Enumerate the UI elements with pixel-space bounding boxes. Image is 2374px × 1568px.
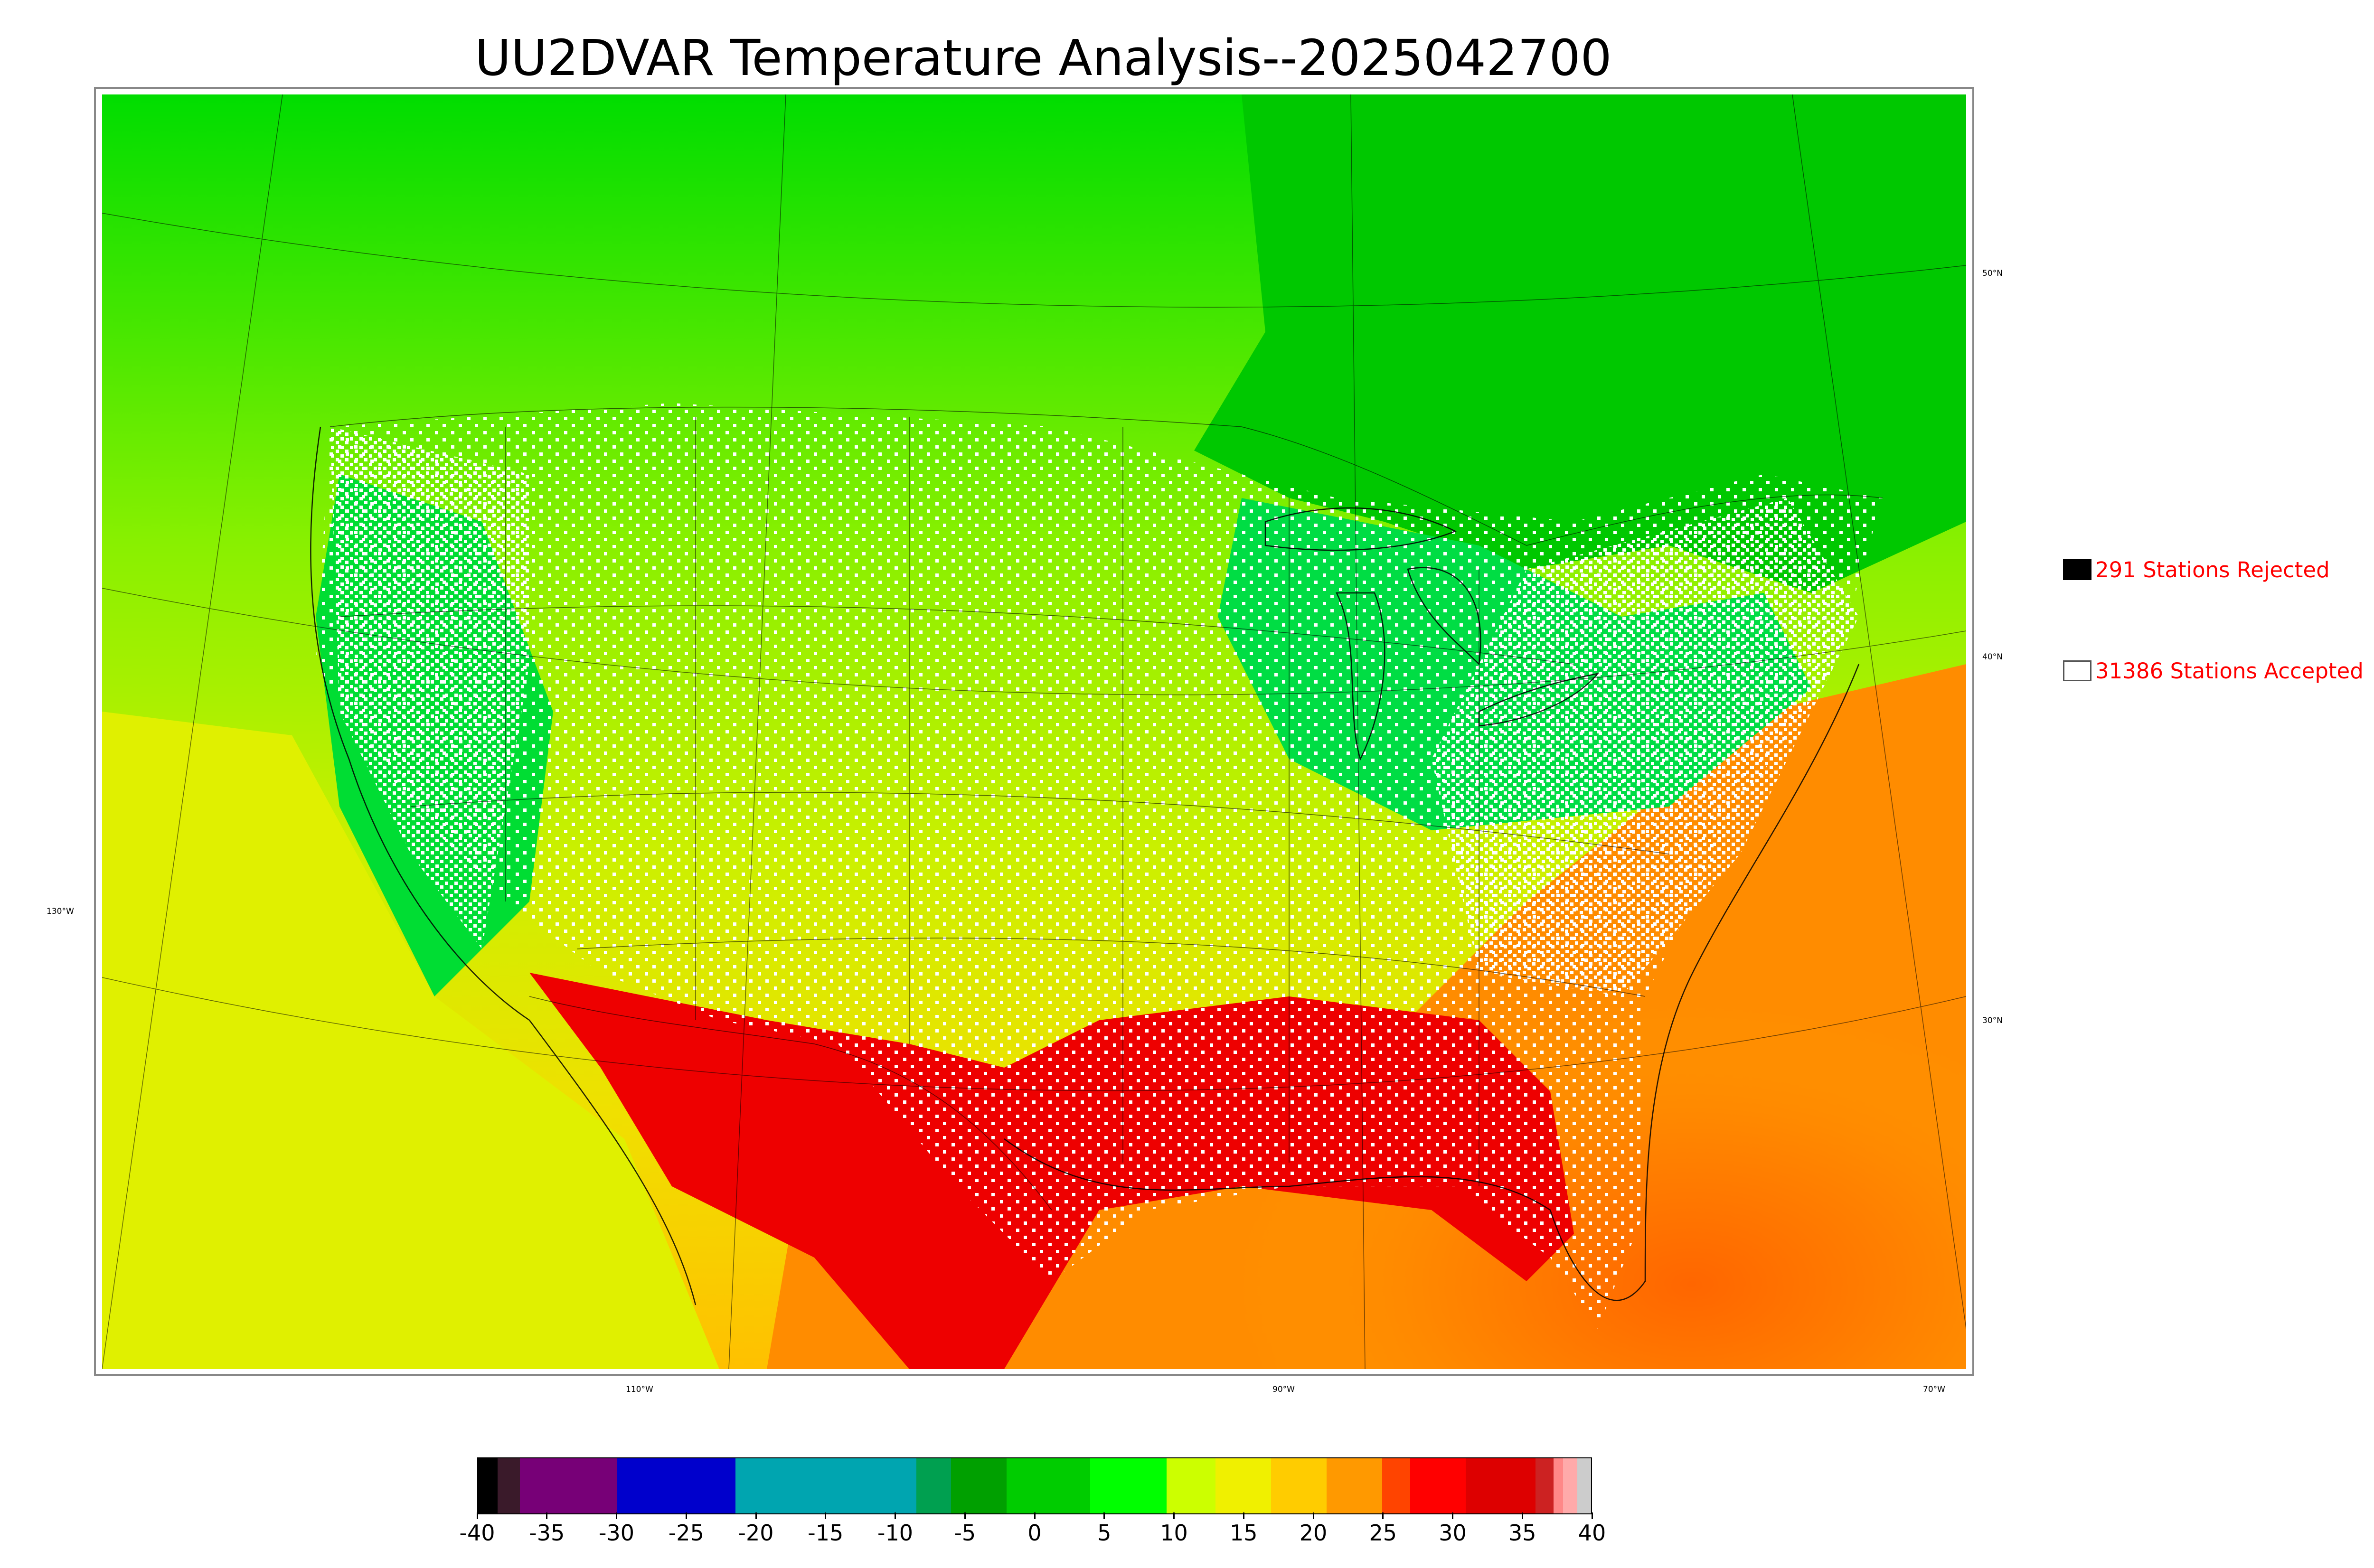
state-line [339, 605, 1574, 665]
colorbar-tick [1382, 1512, 1384, 1519]
lat-label-40n: 40°N [1982, 652, 2003, 662]
colorbar-segment [1382, 1458, 1410, 1513]
colorbar-tick [685, 1512, 687, 1519]
colorbar-segment [1466, 1458, 1536, 1513]
colorbar-tick [1452, 1512, 1453, 1519]
accepted-swatch [2063, 660, 2091, 681]
colorbar-tick [476, 1512, 478, 1519]
colorbar-tick-label: -15 [808, 1520, 844, 1546]
colorbar-segment [1215, 1458, 1272, 1513]
colorbar-tick [1521, 1512, 1523, 1519]
coastline [1004, 664, 1860, 1301]
colorbar-tick [755, 1512, 757, 1519]
us-land-stations [316, 403, 1883, 1329]
colorbar [477, 1457, 1592, 1514]
colorbar-tick-label: 25 [1369, 1520, 1397, 1546]
colorbar-tick [1103, 1512, 1105, 1519]
state-borders [330, 406, 1883, 1211]
colorbar-tick-label: 20 [1299, 1520, 1328, 1546]
lon-label-130w: 130°W [47, 907, 74, 916]
colorbar-tick [895, 1512, 896, 1519]
colorbar-tick [1312, 1512, 1314, 1519]
longitude-line-90w [1350, 94, 1366, 1369]
colorbar-segment [478, 1458, 498, 1513]
lon-label-90w: 90°W [1272, 1385, 1295, 1394]
state-line [410, 792, 1669, 854]
lat-label-50n: 50°N [1982, 269, 2003, 278]
colorbar-segment [1327, 1458, 1383, 1513]
colorbar-segment [951, 1458, 1007, 1513]
colorbar-tick-label: -20 [738, 1520, 774, 1546]
longitude-line-110w [728, 94, 786, 1369]
temperature-map [102, 94, 1966, 1369]
us-canada-border [330, 406, 1883, 546]
colorbar-tick-label: 40 [1578, 1520, 1606, 1546]
rejected-swatch [2063, 559, 2091, 580]
colorbar-tick-label: 5 [1097, 1520, 1112, 1546]
coastline [310, 426, 697, 1305]
colorbar-ticks: -40 -35 -30 -25 -20 -15 -10 -5 0 5 10 15 20 25 30 35 40 [459, 1512, 1606, 1546]
colorbar-segment [735, 1458, 916, 1513]
colorbar-segment [1167, 1458, 1215, 1513]
colorbar-tick [546, 1512, 548, 1519]
pacific-yellow-region [102, 712, 719, 1369]
colorbar-tick-label: 15 [1229, 1520, 1258, 1546]
latitude-line-50n [102, 213, 1966, 308]
colorbar-tick [616, 1512, 617, 1519]
colorbar-segment [498, 1458, 520, 1513]
latitude-line-30n [102, 977, 1966, 1091]
colorbar-segment [1563, 1458, 1577, 1513]
map-lines [310, 426, 1860, 1305]
colorbar-segment [519, 1458, 617, 1513]
colorbar-tick [1034, 1512, 1036, 1519]
colorbar-tick-label: -35 [529, 1520, 565, 1546]
colorbar-segment [1090, 1458, 1167, 1513]
great-lake-erie [1478, 673, 1600, 727]
great-lake-superior [1264, 507, 1457, 551]
colorbar-tick [1591, 1512, 1593, 1519]
lat-label-30n: 30°N [1982, 1016, 2003, 1025]
colorbar-tick-label: -30 [598, 1520, 635, 1546]
colorbar-tick-label: -40 [459, 1520, 495, 1546]
colorbar-segment [1577, 1458, 1591, 1513]
state-line [576, 938, 1646, 997]
colorbar-tick-label: 10 [1160, 1520, 1188, 1546]
colorbar-tick [825, 1512, 827, 1519]
colorbar-tick-label: 0 [1027, 1520, 1042, 1546]
legend-rejected: 291 Stations Rejected [2063, 555, 2330, 584]
accepted-label: 31386 Stations Accepted [2095, 658, 2364, 684]
west-coast-dense-stations [330, 427, 529, 949]
colorbar-tick-label: -5 [954, 1520, 976, 1546]
east-dense-stations [1432, 498, 1859, 996]
latitude-line-40n [102, 588, 1966, 695]
colorbar-tick-label: -25 [668, 1520, 704, 1546]
colorbar-segment [1271, 1458, 1327, 1513]
colorbar-tick [1173, 1512, 1175, 1519]
colorbar-tick-label: 35 [1508, 1520, 1536, 1546]
colorbar-segment [916, 1458, 951, 1513]
colorbar-segment [1410, 1458, 1466, 1513]
great-lake-michigan [1335, 592, 1385, 761]
colorbar-segment [1535, 1458, 1554, 1513]
us-mexico-border [529, 996, 1052, 1211]
lon-label-70w: 70°W [1923, 1385, 1945, 1394]
legend-accepted: 31386 Stations Accepted [2063, 657, 2364, 685]
lon-label-110w: 110°W [626, 1385, 653, 1394]
colorbar-segment [1007, 1458, 1091, 1513]
colorbar-tick [964, 1512, 966, 1519]
canada-cold-region [1194, 94, 1966, 593]
colorbar-tick-label: 30 [1439, 1520, 1467, 1546]
rejected-label: 291 Stations Rejected [2095, 557, 2330, 582]
colorbar-segment [617, 1458, 736, 1513]
colorbar-tick-label: -10 [877, 1520, 914, 1546]
page-title: UU2DVAR Temperature Analysis--2025042700 [475, 29, 1612, 87]
map-frame [94, 87, 1974, 1376]
colorbar-tick [1243, 1512, 1244, 1519]
colorbar-segment [1553, 1458, 1564, 1513]
